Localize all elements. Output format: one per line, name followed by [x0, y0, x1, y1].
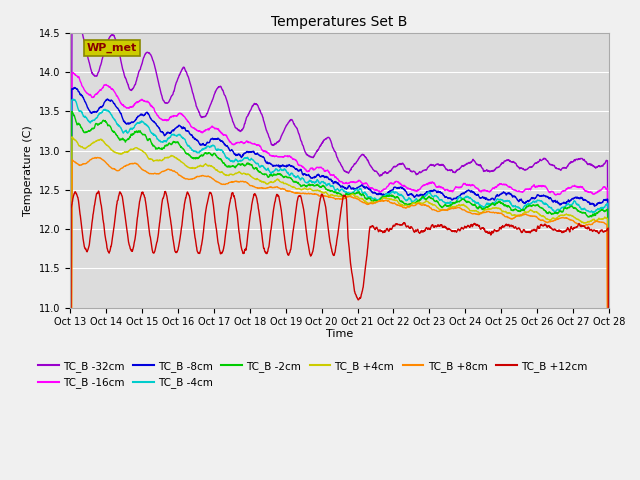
TC_B -32cm — [491, 167, 499, 173]
TC_B -8cm — [589, 201, 597, 207]
TC_B -4cm — [69, 96, 77, 102]
TC_B -2cm — [589, 212, 597, 217]
TC_B -2cm — [68, 108, 76, 114]
TC_B -8cm — [314, 171, 322, 177]
Y-axis label: Temperature (C): Temperature (C) — [24, 125, 33, 216]
Line: TC_B -16cm: TC_B -16cm — [70, 72, 609, 480]
TC_B -16cm — [589, 191, 597, 197]
TC_B +12cm — [589, 228, 597, 233]
TC_B +8cm — [491, 210, 499, 216]
TC_B +8cm — [589, 220, 597, 226]
TC_B +12cm — [589, 228, 597, 234]
X-axis label: Time: Time — [326, 329, 353, 339]
TC_B -32cm — [589, 163, 597, 169]
TC_B -8cm — [328, 179, 336, 184]
TC_B +8cm — [589, 220, 597, 226]
TC_B +8cm — [314, 192, 322, 198]
Title: Temperatures Set B: Temperatures Set B — [271, 15, 408, 29]
TC_B +12cm — [95, 188, 102, 194]
Line: TC_B +12cm: TC_B +12cm — [70, 191, 609, 480]
Text: WP_met: WP_met — [86, 43, 137, 53]
TC_B +4cm — [328, 192, 336, 198]
TC_B -2cm — [491, 202, 499, 208]
TC_B -32cm — [589, 164, 597, 169]
TC_B -8cm — [94, 107, 102, 113]
TC_B +12cm — [491, 227, 499, 233]
TC_B -16cm — [328, 172, 336, 178]
TC_B -8cm — [491, 197, 499, 203]
TC_B -32cm — [94, 70, 102, 75]
TC_B +12cm — [314, 210, 322, 216]
TC_B +4cm — [589, 216, 597, 222]
TC_B -8cm — [71, 84, 79, 90]
TC_B +12cm — [328, 250, 336, 256]
Line: TC_B -4cm: TC_B -4cm — [70, 99, 609, 480]
Line: TC_B -8cm: TC_B -8cm — [70, 87, 609, 480]
TC_B -16cm — [491, 185, 499, 191]
TC_B +4cm — [589, 216, 597, 222]
Line: TC_B -2cm: TC_B -2cm — [70, 111, 609, 480]
TC_B -32cm — [328, 144, 336, 150]
TC_B +4cm — [68, 134, 76, 140]
TC_B -2cm — [589, 213, 597, 218]
TC_B +4cm — [314, 188, 322, 193]
TC_B -32cm — [314, 147, 322, 153]
Line: TC_B +8cm: TC_B +8cm — [70, 157, 609, 480]
TC_B -2cm — [314, 182, 322, 188]
TC_B -4cm — [328, 183, 336, 189]
TC_B -16cm — [314, 165, 322, 170]
TC_B -16cm — [94, 90, 102, 96]
TC_B +8cm — [328, 195, 336, 201]
TC_B +8cm — [94, 155, 102, 160]
Line: TC_B -32cm: TC_B -32cm — [70, 19, 609, 480]
TC_B +8cm — [93, 155, 101, 160]
TC_B -4cm — [491, 201, 499, 206]
TC_B +4cm — [491, 205, 499, 211]
TC_B -4cm — [314, 179, 322, 184]
Line: TC_B +4cm: TC_B +4cm — [70, 137, 609, 480]
TC_B -4cm — [589, 210, 597, 216]
TC_B -2cm — [328, 188, 336, 194]
TC_B -16cm — [70, 70, 77, 75]
Legend: TC_B -32cm, TC_B -16cm, TC_B -8cm, TC_B -4cm, TC_B -2cm, TC_B +4cm, TC_B +8cm, T: TC_B -32cm, TC_B -16cm, TC_B -8cm, TC_B … — [34, 357, 591, 392]
TC_B -4cm — [589, 209, 597, 215]
TC_B -16cm — [589, 191, 597, 197]
TC_B +12cm — [94, 190, 102, 196]
TC_B -2cm — [94, 122, 102, 128]
TC_B -8cm — [589, 202, 597, 207]
TC_B -32cm — [74, 16, 81, 22]
TC_B -4cm — [94, 113, 102, 119]
TC_B +4cm — [94, 138, 102, 144]
